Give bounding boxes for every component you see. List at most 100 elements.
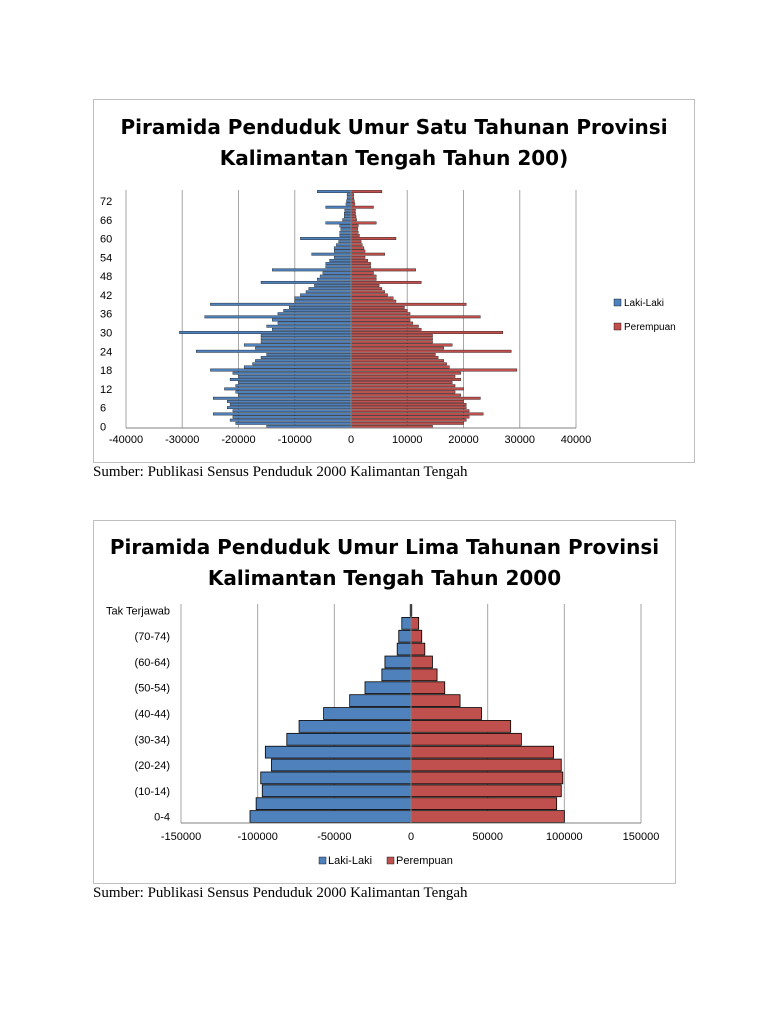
bar-perempuan <box>350 246 365 250</box>
legend-swatch <box>613 322 622 331</box>
y-tick-label: (70-74) <box>135 631 170 643</box>
bar-laki-laki <box>243 343 352 347</box>
bar-perempuan <box>350 208 356 212</box>
bar-laki-laki <box>364 681 412 695</box>
bar-perempuan <box>350 378 461 381</box>
bar-laki-laki <box>305 290 352 294</box>
y-tick-label: (10-14) <box>135 786 170 798</box>
bar-laki-laki <box>238 393 352 397</box>
bar-laki-laki <box>261 784 412 798</box>
bar-perempuan <box>410 745 555 759</box>
bar-perempuan <box>350 265 371 269</box>
bar-perempuan <box>350 262 371 265</box>
bar-laki-laki <box>235 390 352 394</box>
bar-perempuan <box>350 412 484 416</box>
bar-perempuan <box>410 771 564 785</box>
bar-laki-laki <box>342 218 352 222</box>
bar-perempuan <box>410 758 562 772</box>
bar-perempuan <box>350 277 377 281</box>
y-tick-label: 24 <box>100 346 112 358</box>
y-tick-label: 36 <box>100 309 112 321</box>
legend-laki-laki: Laki-Laki <box>328 855 372 867</box>
y-tick-label: (60-64) <box>135 657 170 669</box>
bar-perempuan <box>350 299 397 303</box>
x-tick-label: 30000 <box>504 434 535 446</box>
bar-perempuan <box>350 280 422 284</box>
y-tick-label: 42 <box>100 290 112 302</box>
bar-perempuan <box>410 810 565 823</box>
y-tick-label: (50-54) <box>135 683 170 695</box>
bar-perempuan <box>350 237 397 240</box>
bar-laki-laki <box>266 425 352 428</box>
x-tick-label: 100000 <box>546 831 583 843</box>
x-tick-label: -20000 <box>221 434 255 446</box>
y-tick-label: 30 <box>100 327 112 339</box>
bar-perempuan <box>350 215 357 219</box>
bar-laki-laki <box>396 642 412 656</box>
bar-laki-laki <box>227 406 352 410</box>
bar-perempuan <box>350 293 388 297</box>
bar-perempuan <box>350 202 356 206</box>
bar-laki-laki <box>314 284 352 287</box>
bar-perempuan <box>350 230 359 234</box>
bar-laki-laki <box>340 227 352 231</box>
bar-laki-laki <box>381 668 412 682</box>
bar-laki-laki <box>346 199 352 203</box>
bar-perempuan <box>350 259 369 262</box>
bar-perempuan <box>350 199 355 203</box>
bar-laki-laki <box>319 274 352 278</box>
bar-perempuan <box>350 353 436 356</box>
bar-laki-laki <box>238 381 352 384</box>
bar-perempuan <box>350 218 357 222</box>
chart-title-single-year: Piramida Penduduk Umur Satu Tahunan Prov… <box>120 115 668 170</box>
bar-laki-laki <box>339 224 352 228</box>
bar-perempuan <box>350 227 358 231</box>
bar-laki-laki <box>229 418 352 422</box>
bar-laki-laki <box>272 327 352 331</box>
bar-perempuan <box>350 340 433 344</box>
bar-laki-laki <box>260 337 352 341</box>
y-tick-label: 0 <box>100 421 106 433</box>
bar-perempuan <box>350 190 383 193</box>
bar-laki-laki <box>333 249 352 253</box>
bar-laki-laki <box>398 629 412 643</box>
bar-perempuan <box>350 274 377 278</box>
y-tick-label: 54 <box>100 252 112 264</box>
bar-perempuan <box>350 425 433 428</box>
bar-perempuan <box>410 720 512 733</box>
bar-laki-laki <box>277 312 352 316</box>
x-tick-label: -30000 <box>165 434 199 446</box>
bar-laki-laki <box>344 215 352 219</box>
x-tick-label: -10000 <box>278 434 312 446</box>
y-tick-label: 48 <box>100 271 112 283</box>
legend-swatch <box>613 298 622 307</box>
y-tick-label: 72 <box>100 196 112 208</box>
bar-perempuan <box>350 337 433 341</box>
bar-laki-laki <box>344 208 352 212</box>
bar-laki-laki <box>264 745 412 759</box>
bar-perempuan <box>350 349 512 353</box>
bar-laki-laki <box>323 707 412 720</box>
bar-perempuan <box>350 312 411 316</box>
bar-perempuan <box>350 374 456 378</box>
bar-laki-laki <box>346 193 352 197</box>
bar-laki-laki <box>210 368 352 372</box>
y-tick-label: (40-44) <box>135 709 170 721</box>
bar-perempuan <box>350 343 453 347</box>
bar-laki-laki <box>232 409 352 413</box>
y-tick-label: 0-4 <box>154 812 170 824</box>
bar-laki-laki <box>260 334 352 338</box>
bar-perempuan <box>350 309 408 312</box>
bar-laki-laki <box>300 237 352 240</box>
x-tick-label: 0 <box>408 831 414 843</box>
bar-perempuan <box>350 306 405 309</box>
bar-perempuan <box>410 642 426 656</box>
bar-laki-laki <box>252 362 352 366</box>
bar-perempuan <box>350 387 464 391</box>
bar-laki-laki <box>333 255 352 259</box>
bar-perempuan <box>350 346 444 350</box>
y-tick-label: (20-24) <box>135 760 170 772</box>
bar-perempuan <box>350 368 518 372</box>
x-tick-label: 20000 <box>448 434 479 446</box>
bar-perempuan <box>410 732 522 746</box>
